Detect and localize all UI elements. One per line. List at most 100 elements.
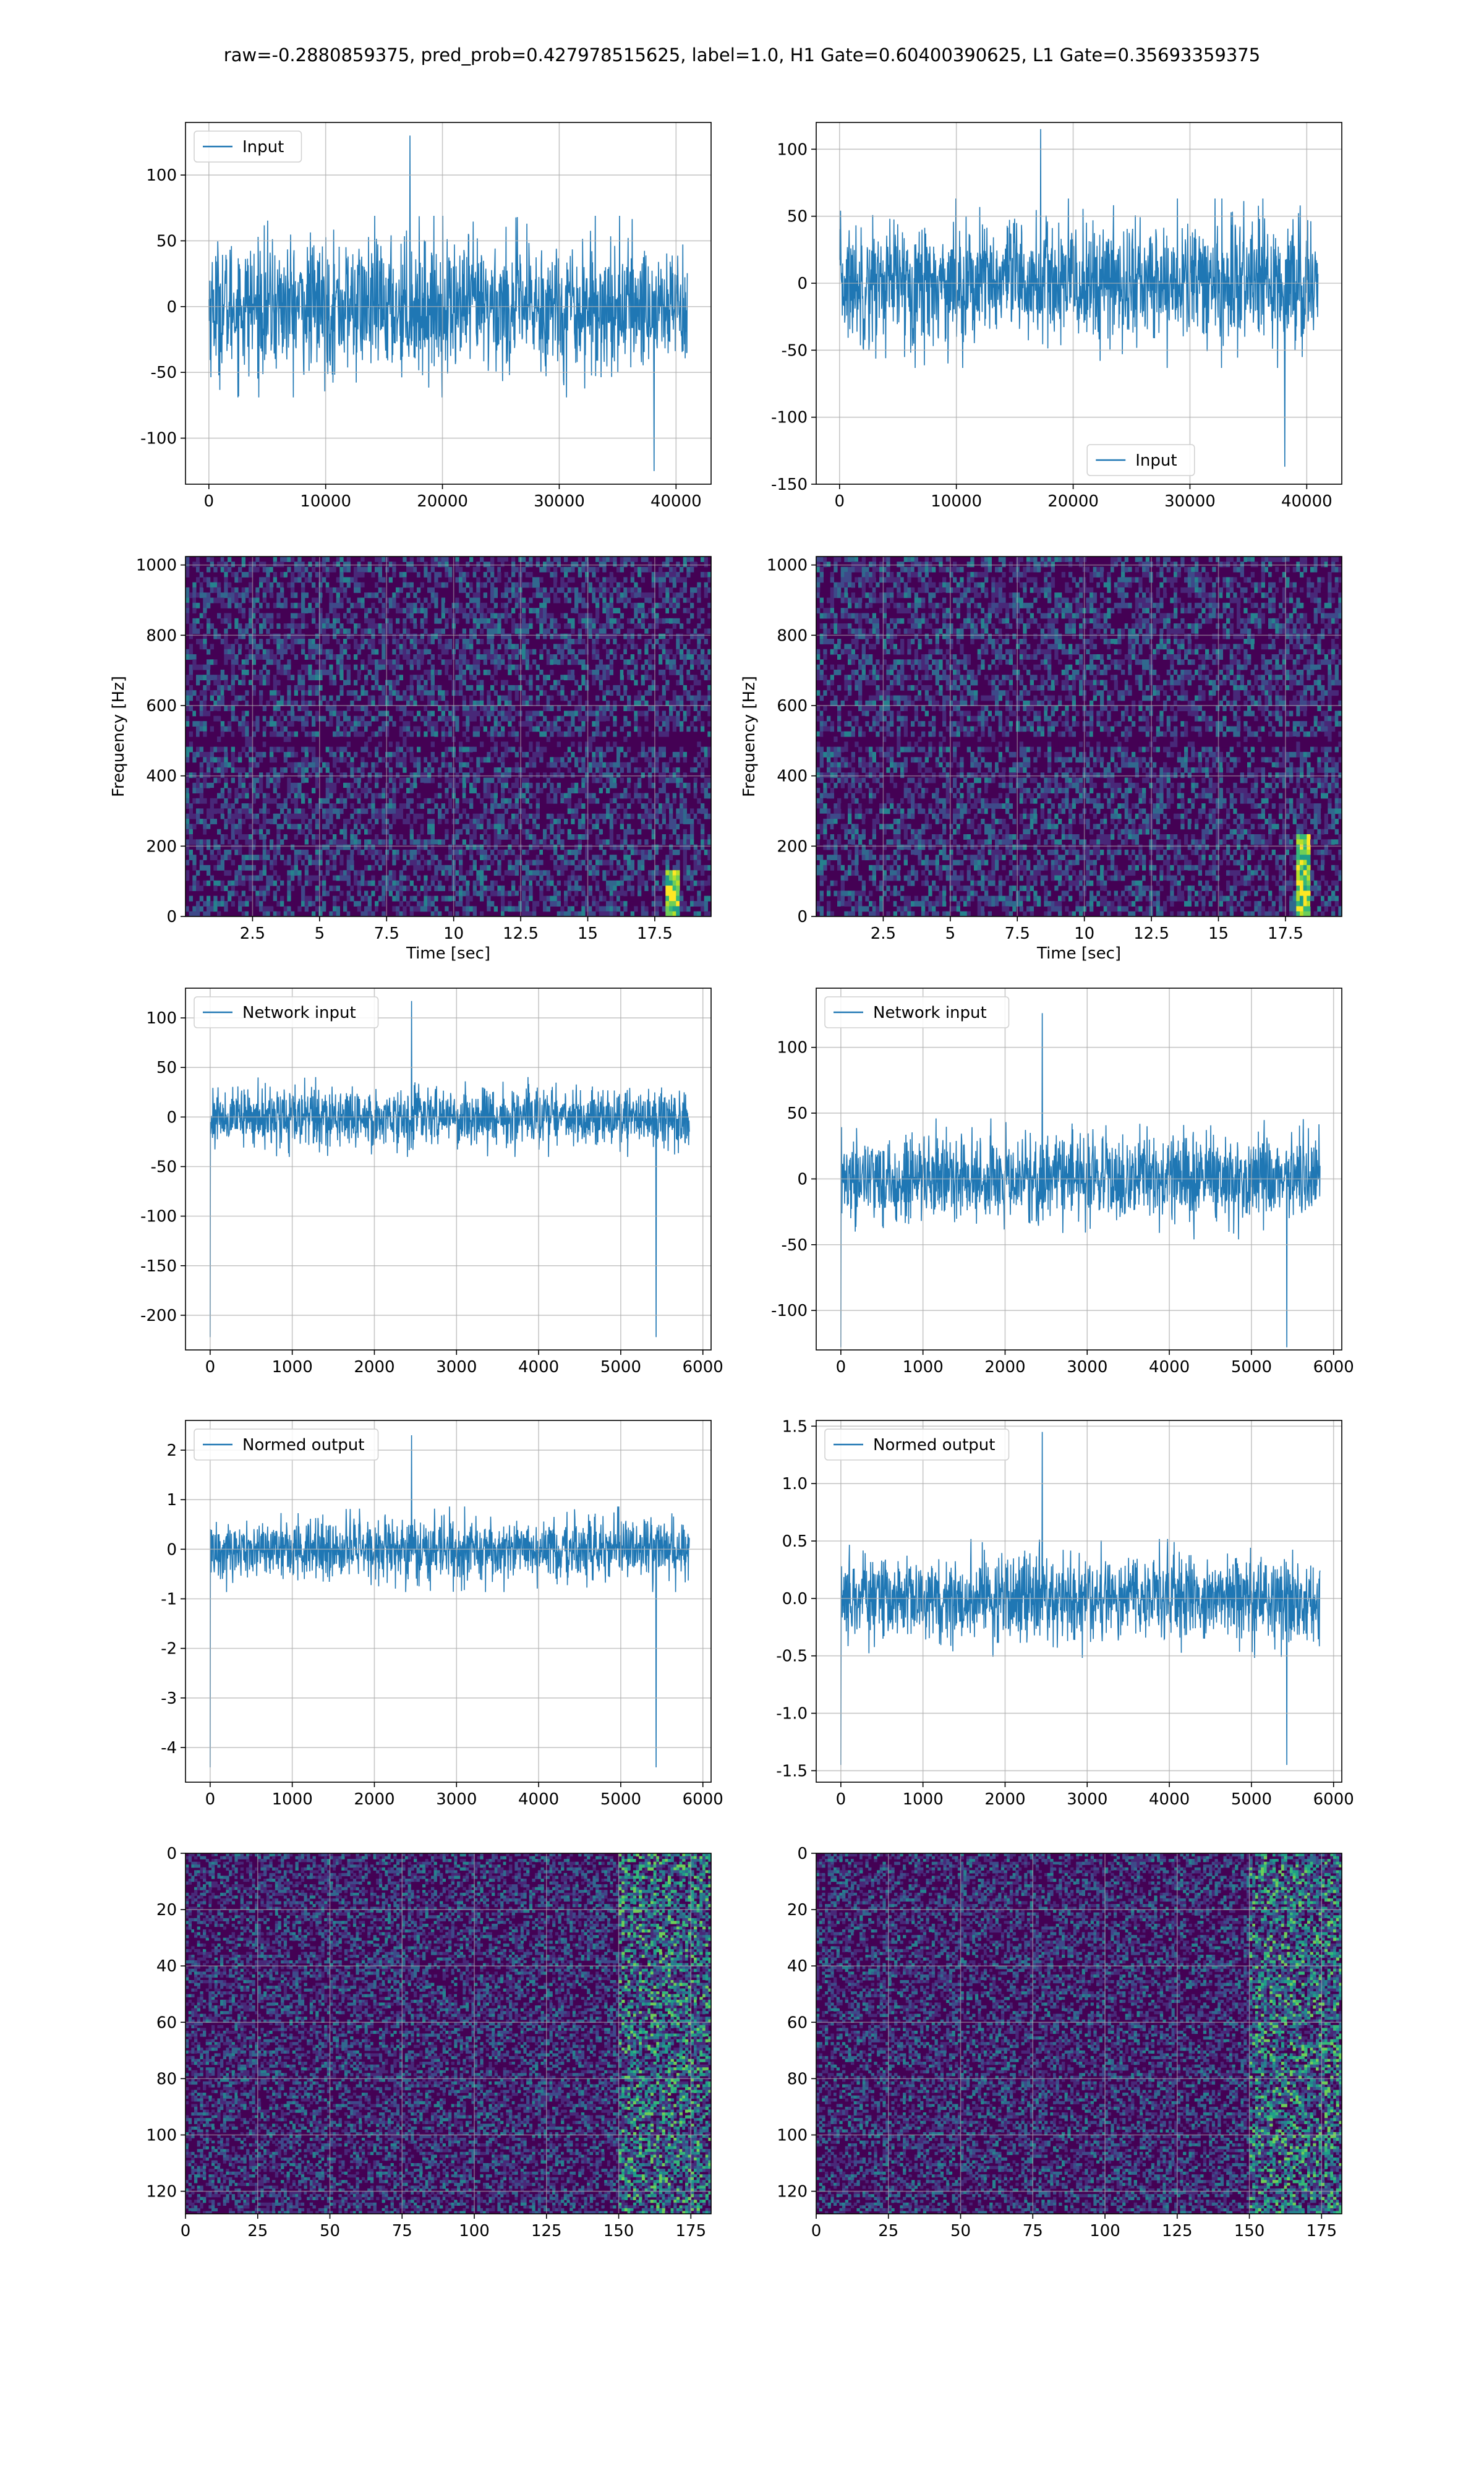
heatmap-cell [336,613,340,619]
heatmap-cell [631,814,634,819]
heatmap-cell [610,608,613,613]
heatmap-cell [270,752,273,758]
heatmap-cell [207,665,210,670]
heatmap-cell [571,649,574,655]
heatmap-cell [354,587,357,593]
heatmap-cell [620,819,624,824]
heatmap-cell [631,850,634,855]
heatmap-cell [550,896,553,902]
heatmap-cell [192,788,196,793]
heatmap-cell [333,876,336,881]
heatmap-cell [360,783,364,788]
heatmap-cell [487,634,490,639]
heatmap-cell [490,736,494,742]
heatmap-cell [200,587,203,593]
heatmap-cell [294,639,298,644]
heatmap-cell [396,762,399,768]
heatmap-cell [522,798,526,804]
heatmap-cell [459,685,463,691]
heatmap-cell [501,783,505,788]
heatmap-cell [336,747,340,753]
heatmap-cell [592,860,595,866]
heatmap-cell [396,747,399,753]
heatmap-cell [438,819,441,824]
heatmap-cell [242,726,245,732]
heatmap-cell [610,592,613,598]
heatmap-cell [301,598,305,604]
heatmap-cell [360,757,364,762]
heatmap-cell [620,721,624,727]
heatmap-cell [581,583,585,588]
heatmap-cell [522,613,526,619]
heatmap-cell [238,829,242,835]
heatmap-cell [333,618,336,624]
heatmap-cell [557,716,561,722]
heatmap-cell [413,659,417,665]
heatmap-cell [276,778,280,783]
heatmap-cell [333,850,336,855]
heatmap-cell [192,628,196,634]
heatmap-cell [445,788,448,793]
heatmap-cell [631,659,634,665]
heatmap-cell [245,834,249,840]
heatmap-cell [501,855,505,860]
heatmap-cells [186,557,712,917]
heatmap-cell [347,665,351,670]
heatmap-cell [231,598,235,604]
heatmap-cell [238,665,242,670]
heatmap-cell [610,752,613,758]
heatmap-cell [360,808,364,814]
heatmap-cell [305,592,309,598]
heatmap-cell [368,639,372,644]
heatmap-cell [480,824,484,829]
heatmap-cell [490,572,494,578]
heatmap-cell [347,845,351,850]
heatmap-cell [255,788,259,793]
heatmap-cell [221,808,224,814]
heatmap-cell [266,680,270,686]
heatmap-cell [480,819,484,824]
heatmap-cell [196,778,200,783]
heatmap-cell [249,772,252,778]
heatmap-cell [263,680,267,686]
heatmap-cell [305,577,309,583]
heatmap-cell [343,839,347,845]
heatmap-cell [526,814,529,819]
heatmap-cell [192,603,196,608]
heatmap-cell [490,747,494,753]
heatmap-cell [228,603,231,608]
x-tick-label: 40000 [1281,492,1333,511]
heatmap-cell [347,876,351,881]
heatmap-cell [294,567,298,573]
heatmap-cell [560,814,564,819]
heatmap-cell [606,654,610,660]
heatmap-cell [347,716,351,722]
heatmap-cell [616,860,620,866]
heatmap-cell [297,603,301,608]
heatmap-cell [438,628,441,634]
heatmap-cell [221,618,224,624]
heatmap-cell [249,881,252,886]
heatmap-cell [280,772,284,778]
heatmap-cell [312,757,315,762]
heatmap-cell [287,690,291,696]
heatmap-cell [578,716,582,722]
heatmap-cell [463,628,466,634]
heatmap-cell [403,767,406,773]
heatmap-cell [480,654,484,660]
heatmap-cell [420,557,424,562]
heatmap-cell [315,762,319,768]
heatmap-cell [276,680,280,686]
heatmap-cell [217,649,221,655]
heatmap-cell [360,788,364,793]
heatmap-cell [610,767,613,773]
heatmap-cell [385,628,389,634]
heatmap-cell [420,649,424,655]
heatmap-cell [368,778,372,783]
heatmap-cell [581,814,585,819]
heatmap-cell [526,778,529,783]
heatmap-cell [231,834,235,840]
heatmap-cell [196,808,200,814]
heatmap-cell [203,865,207,871]
heatmap-cell [242,592,245,598]
